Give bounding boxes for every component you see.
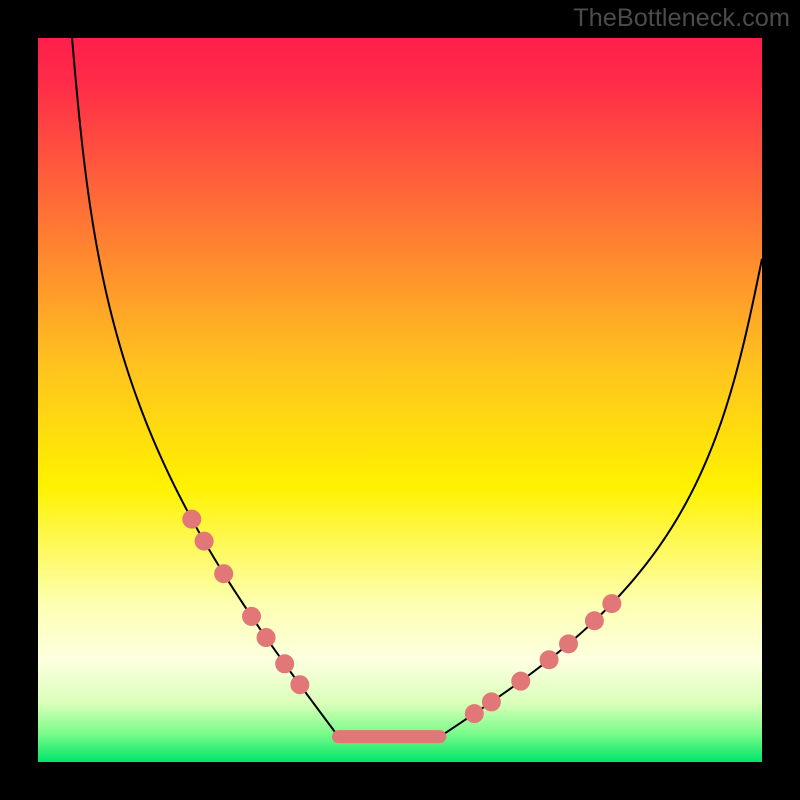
data-dot: [559, 634, 578, 653]
data-dot: [242, 607, 261, 626]
data-dot: [482, 692, 501, 711]
data-dot: [511, 672, 530, 691]
data-dot: [602, 594, 621, 613]
data-dot: [182, 510, 201, 529]
data-dot: [195, 532, 214, 551]
data-dot: [465, 704, 484, 723]
data-dot: [275, 654, 294, 673]
chart-frame: TheBottleneck.com: [0, 0, 800, 800]
watermark-text: TheBottleneck.com: [573, 4, 790, 33]
data-dot: [585, 611, 604, 630]
data-dot: [290, 675, 309, 694]
data-dot: [257, 628, 276, 647]
data-dot: [540, 650, 559, 669]
plot-background: [38, 38, 762, 762]
chart-svg: [0, 0, 800, 800]
data-dot: [214, 564, 233, 583]
